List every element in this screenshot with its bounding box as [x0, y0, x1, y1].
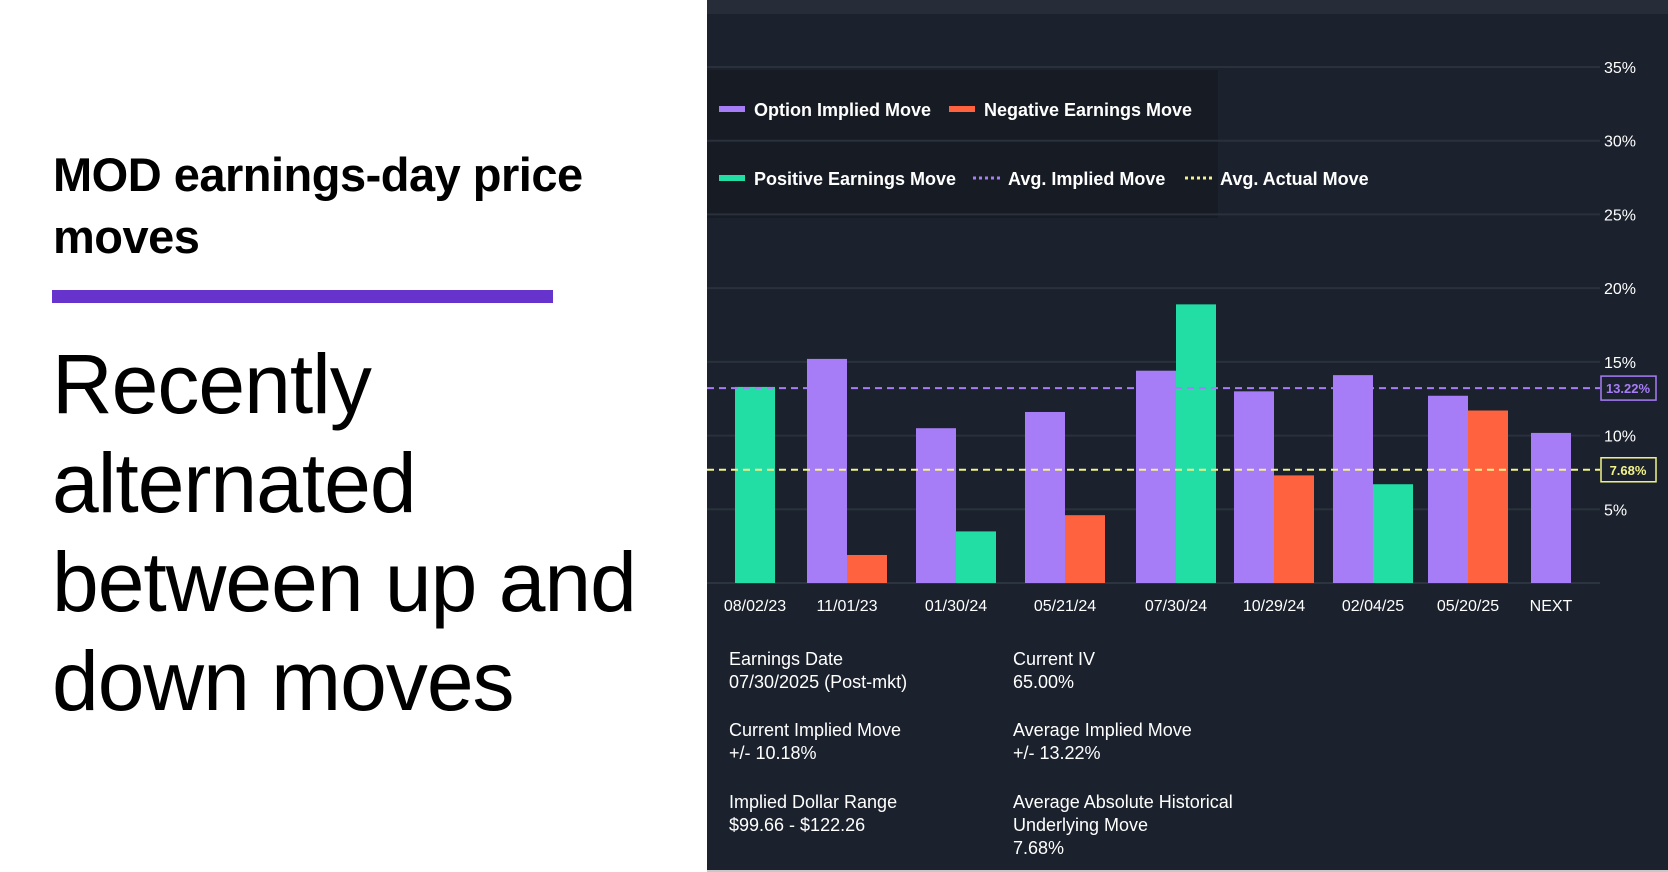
positive-earnings-move-bar	[735, 386, 775, 583]
x-tick-label: 02/04/25	[1342, 598, 1404, 615]
x-tick-label: 05/20/25	[1437, 598, 1499, 615]
x-tick-label: NEXT	[1530, 598, 1573, 615]
stat-label: Average Absolute Historical Underlying M…	[1013, 792, 1233, 835]
panel-bottom-border	[707, 870, 1668, 872]
slide-title: MOD earnings-day price moves	[53, 148, 583, 263]
stat-earnings-date: Earnings Date 07/30/2025 (Post-mkt)	[729, 648, 907, 694]
y-tick-label: 35%	[1604, 60, 1636, 77]
legend-label: Positive Earnings Move	[754, 169, 956, 189]
legend-swatch	[719, 175, 745, 181]
legend-label: Option Implied Move	[754, 100, 931, 120]
positive-earnings-move-bar	[1373, 484, 1413, 583]
negative-earnings-move-bar	[1468, 410, 1508, 583]
positive-earnings-move-bar	[1176, 304, 1216, 583]
x-tick-label: 08/02/23	[724, 598, 786, 615]
implied-move-bar	[1025, 411, 1065, 583]
earnings-move-chart: 5% 10% 15% 20% 25% 30% 35% 08/02/23 11/01/23 01/3…	[707, 60, 1657, 615]
stat-value: 7.68%	[1013, 838, 1065, 858]
legend-swatch	[719, 106, 745, 112]
legend-label: Avg. Actual Move	[1220, 169, 1369, 189]
legend-swatch	[949, 106, 975, 112]
reference-label-box	[1600, 457, 1657, 483]
stat-current-implied-move: Current Implied Move +/- 10.18%	[729, 719, 901, 765]
x-tick-label: 01/30/24	[925, 598, 987, 615]
reference-label-box	[1600, 375, 1657, 401]
implied-move-bar	[807, 358, 847, 583]
stat-value: 65.00%	[1013, 672, 1075, 692]
x-tick-label: 10/29/24	[1243, 598, 1305, 615]
stat-label: Earnings Date	[729, 649, 844, 669]
x-tick-label: 05/21/24	[1034, 598, 1096, 615]
positive-earnings-move-bar	[956, 531, 996, 583]
y-tick-label: 20%	[1604, 281, 1636, 298]
legend-background	[707, 70, 1218, 218]
left-panel: MOD earnings-day price moves Recently al…	[0, 0, 707, 872]
y-tick-label: 25%	[1604, 207, 1636, 224]
stat-current-iv: Current IV 65.00%	[1013, 648, 1095, 694]
y-tick-label: 10%	[1604, 429, 1636, 446]
panel-header-strip	[707, 0, 1668, 14]
reference-label: 13.22%	[1606, 381, 1651, 396]
y-tick-label: 30%	[1604, 134, 1636, 151]
stat-value: +/- 10.18%	[729, 743, 817, 763]
accent-divider	[52, 290, 553, 303]
stat-value: 07/30/2025 (Post-mkt)	[729, 672, 908, 692]
reference-label: 7.68%	[1610, 463, 1647, 478]
stat-label: Implied Dollar Range	[729, 792, 898, 812]
stat-implied-dollar-range: Implied Dollar Range $99.66 - $122.26	[729, 791, 897, 837]
implied-move-bar	[1234, 391, 1274, 583]
y-tick-label: 15%	[1604, 355, 1636, 372]
stat-average-historical-move: Average Absolute Historical Underlying M…	[1013, 791, 1263, 860]
slide-body: Recently alternated between up and down …	[52, 337, 637, 728]
x-tick-label: 11/01/23	[816, 598, 877, 615]
implied-move-bar	[1136, 370, 1176, 583]
stat-average-implied-move: Average Implied Move +/- 13.22%	[1013, 719, 1192, 765]
legend-label: Negative Earnings Move	[984, 100, 1192, 120]
stat-value: $99.66 - $122.26	[729, 815, 866, 835]
implied-move-bar	[1333, 375, 1373, 583]
negative-earnings-move-bar	[1274, 475, 1314, 583]
stat-value: +/- 13.22%	[1013, 743, 1101, 763]
implied-move-bar	[1531, 432, 1571, 583]
x-tick-label: 07/30/24	[1145, 598, 1207, 615]
legend-label: Avg. Implied Move	[1008, 169, 1165, 189]
stat-label: Current Implied Move	[729, 720, 902, 740]
stat-label: Current IV	[1013, 649, 1096, 669]
negative-earnings-move-bar	[847, 554, 887, 583]
negative-earnings-move-bar	[1065, 515, 1105, 583]
implied-move-bar	[916, 428, 956, 583]
stat-label: Average Implied Move	[1013, 720, 1192, 740]
y-tick-label: 5%	[1604, 502, 1627, 519]
chart-panel: 5% 10% 15% 20% 25% 30% 35% 08/02/23 11/01/23 01/3…	[707, 0, 1668, 870]
implied-move-bar	[1428, 395, 1468, 583]
